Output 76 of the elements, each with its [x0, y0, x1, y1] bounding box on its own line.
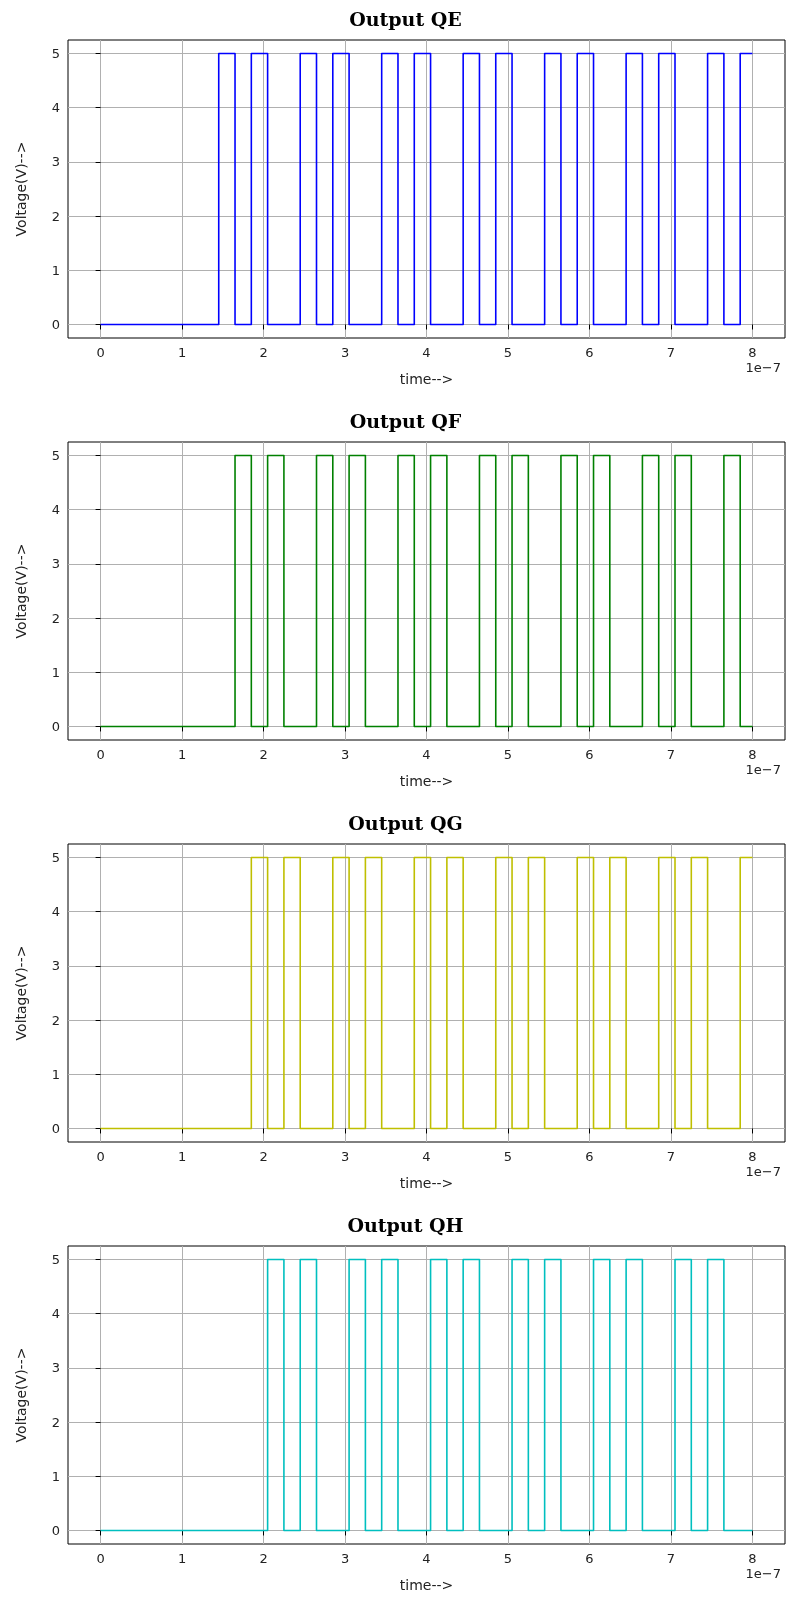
- text: 1e−7: [745, 360, 781, 375]
- x-tick-label: 4: [422, 345, 431, 360]
- x-tick-label: 8: [748, 345, 757, 360]
- x-tick-label: 8: [748, 1149, 757, 1164]
- chart-title: Output QF: [349, 409, 462, 432]
- y-tick-label: 4: [51, 904, 60, 920]
- x-tick-label: 5: [503, 1551, 513, 1566]
- x-tick-label: 2: [259, 747, 268, 762]
- y-tick-label: 3: [51, 958, 60, 974]
- y-tick-label: 4: [51, 502, 60, 518]
- x-tick-label: 7: [666, 747, 676, 762]
- x-tick-label: 0: [96, 1551, 105, 1566]
- x-axis-title: time-->: [399, 371, 454, 387]
- y-tick-label: 3: [51, 154, 60, 170]
- x-tick-label: 3: [340, 345, 350, 360]
- x-axis-title: time-->: [399, 773, 454, 789]
- x-tick-label: 5: [503, 747, 513, 762]
- x-tick-label: 2: [259, 1551, 268, 1566]
- y-tick-label: 2: [51, 1414, 60, 1430]
- text: 1e−7: [745, 1164, 781, 1179]
- y-tick-label: 1: [51, 262, 60, 278]
- text: 1e−7: [745, 762, 781, 777]
- x-tick-label: 6: [585, 747, 594, 762]
- y-axis-title: Voltage(V)-->: [13, 543, 29, 639]
- x-tick-label: 7: [666, 1551, 676, 1566]
- x-tick-label: 6: [585, 1149, 594, 1164]
- x-tick-label: 2: [259, 345, 268, 360]
- chart-title: Output QG: [348, 811, 463, 834]
- x-tick-label: 7: [666, 345, 676, 360]
- x-axis-title: time-->: [399, 1175, 454, 1191]
- x-tick-label: 4: [422, 1551, 431, 1566]
- y-tick-label: 1: [51, 1066, 60, 1082]
- x-tick-label: 0: [96, 747, 105, 762]
- y-tick-label: 4: [51, 1306, 60, 1322]
- x-tick-label: 6: [585, 1551, 594, 1566]
- y-tick-label: 3: [51, 1360, 60, 1376]
- chart-title: Output QE: [349, 7, 462, 30]
- x-tick-label: 0: [96, 345, 105, 360]
- y-tick-label: 5: [51, 850, 60, 866]
- y-tick-label: 0: [51, 1120, 60, 1136]
- x-axis-title: time-->: [399, 1577, 454, 1593]
- x-tick-label: 2: [259, 1149, 268, 1164]
- x-tick-label: 3: [340, 1551, 350, 1566]
- text: 1e−7: [745, 1566, 781, 1581]
- x-tick-label: 7: [666, 1149, 676, 1164]
- x-tick-label: 4: [422, 1149, 431, 1164]
- y-tick-label: 0: [51, 718, 60, 734]
- y-axis-title: Voltage(V)-->: [13, 945, 29, 1041]
- x-tick-label: 3: [340, 1149, 350, 1164]
- y-tick-label: 1: [51, 664, 60, 680]
- y-axis-title: Voltage(V)-->: [13, 1347, 29, 1443]
- y-tick-label: 0: [51, 1522, 60, 1538]
- y-tick-label: 2: [51, 208, 60, 224]
- x-tick-label: 4: [422, 747, 431, 762]
- x-tick-label: 1: [177, 747, 187, 762]
- x-tick-label: 1: [177, 345, 187, 360]
- x-tick-label: 3: [340, 747, 350, 762]
- y-tick-label: 3: [51, 556, 60, 572]
- x-tick-label: 1: [177, 1149, 187, 1164]
- y-axis-title: Voltage(V)-->: [13, 141, 29, 237]
- y-tick-label: 2: [51, 1012, 60, 1028]
- y-tick-label: 4: [51, 100, 60, 116]
- x-tick-label: 1: [177, 1551, 187, 1566]
- y-tick-label: 2: [51, 610, 60, 626]
- x-tick-label: 5: [503, 1149, 513, 1164]
- x-tick-label: 8: [748, 1551, 757, 1566]
- y-tick-label: 1: [51, 1468, 60, 1484]
- y-tick-label: 5: [51, 46, 60, 62]
- y-tick-label: 5: [51, 1252, 60, 1268]
- y-tick-label: 0: [51, 316, 60, 332]
- x-tick-label: 6: [585, 345, 594, 360]
- x-tick-label: 5: [503, 345, 513, 360]
- x-tick-label: 8: [748, 747, 757, 762]
- chart-title: Output QH: [347, 1213, 464, 1236]
- y-tick-label: 5: [51, 448, 60, 464]
- x-tick-label: 0: [96, 1149, 105, 1164]
